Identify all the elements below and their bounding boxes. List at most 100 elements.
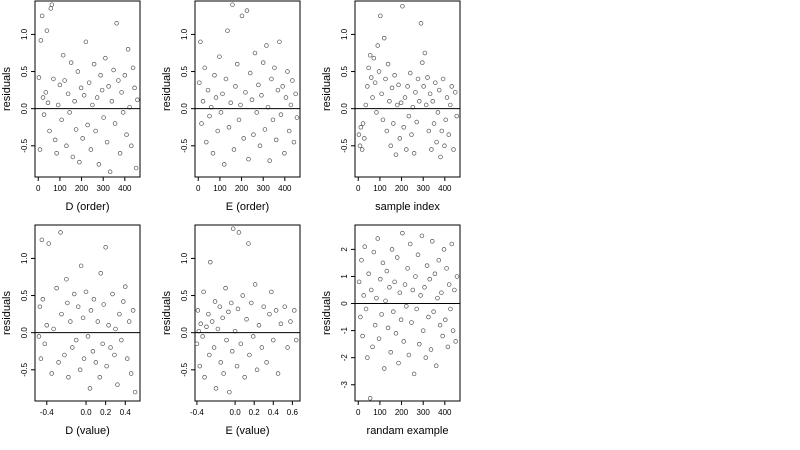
data-point	[388, 143, 393, 149]
data-points	[194, 226, 299, 395]
data-point	[217, 304, 223, 309]
data-point	[411, 371, 417, 377]
y-tick-label: 0.0	[180, 327, 189, 339]
data-point	[426, 128, 432, 134]
data-point	[262, 127, 268, 132]
data-point	[215, 128, 220, 134]
data-point	[87, 386, 93, 391]
data-point	[417, 98, 422, 104]
data-point	[81, 356, 87, 361]
data-point	[452, 90, 458, 95]
data-point	[70, 154, 76, 160]
data-point	[273, 137, 279, 143]
data-point	[423, 355, 429, 360]
y-tick-label: 0.5	[20, 65, 29, 77]
y-tick-label: 1.0	[180, 252, 189, 264]
y-tick-label: -0.5	[20, 138, 29, 152]
data-point	[423, 102, 429, 108]
data-point	[246, 156, 251, 162]
x-tick-label: 100	[53, 184, 67, 193]
data-point	[62, 78, 67, 83]
y-tick-label: 1	[340, 274, 349, 279]
data-point	[278, 321, 284, 327]
data-point	[228, 100, 233, 105]
x-tick-label: 200	[395, 184, 409, 193]
data-point	[112, 352, 117, 358]
data-point	[88, 308, 94, 313]
data-point	[202, 374, 207, 380]
data-point	[392, 279, 397, 285]
data-point	[391, 309, 396, 314]
data-point	[259, 345, 265, 350]
data-point	[94, 95, 100, 100]
x-tick-label: 0.6	[287, 408, 299, 417]
data-point	[426, 314, 431, 320]
y-tick-label: 0.5	[20, 289, 29, 301]
data-point	[121, 299, 126, 304]
data-point	[385, 325, 391, 331]
data-point	[277, 39, 282, 45]
y-tick-label: -0.5	[20, 362, 29, 376]
x-tick-label: 0.4	[120, 408, 132, 417]
data-point	[67, 110, 72, 115]
data-point	[122, 73, 128, 78]
data-point	[49, 371, 54, 376]
data-point	[119, 337, 124, 343]
data-point	[229, 300, 234, 306]
data-point	[71, 291, 77, 297]
data-point	[201, 289, 206, 295]
data-point	[414, 306, 419, 312]
data-point	[52, 137, 58, 143]
data-point	[68, 319, 73, 324]
scatter-panel-5: -0.4 0.0 0.2 0.4 0.6 -0.5 0.0 0.5 1.0 E (value) re…	[161, 224, 301, 437]
data-point	[254, 110, 259, 115]
data-point	[356, 279, 362, 285]
data-point	[252, 50, 258, 56]
data-point	[286, 128, 292, 134]
data-point	[409, 132, 414, 137]
data-points	[356, 3, 460, 160]
data-point	[374, 295, 379, 301]
data-point	[54, 150, 59, 156]
data-point	[36, 334, 42, 339]
data-point	[410, 287, 416, 293]
data-point	[75, 304, 81, 309]
data-point	[283, 95, 289, 100]
y-tick-label: 2	[340, 247, 349, 252]
data-point	[405, 266, 410, 271]
data-point	[93, 128, 98, 134]
plot-frame	[34, 224, 141, 402]
data-points	[197, 2, 300, 167]
data-point	[212, 299, 218, 304]
data-point	[93, 360, 99, 365]
data-point	[393, 331, 399, 336]
data-point	[223, 76, 229, 82]
x-tick-label: 100	[373, 408, 387, 417]
data-point	[420, 60, 425, 65]
data-point	[85, 122, 90, 128]
data-point	[264, 43, 269, 48]
plot-frame	[34, 0, 141, 178]
y-tick-label: -0.5	[340, 138, 349, 152]
data-point	[448, 306, 453, 312]
data-point	[85, 334, 91, 339]
data-point	[402, 95, 408, 100]
data-point	[107, 169, 113, 175]
data-point	[73, 127, 79, 132]
data-point	[358, 124, 364, 130]
data-point	[448, 102, 453, 108]
data-point	[109, 98, 115, 104]
data-point	[249, 300, 254, 306]
y-tick-label: 0.0	[20, 103, 29, 115]
data-point	[130, 65, 136, 71]
data-point	[356, 132, 362, 137]
data-point	[280, 84, 285, 89]
data-point	[239, 13, 245, 19]
data-point	[357, 143, 363, 149]
data-point	[58, 230, 63, 235]
data-point	[383, 76, 388, 82]
data-point	[398, 317, 404, 323]
x-tick-label: 0.2	[100, 408, 112, 417]
data-point	[371, 55, 377, 61]
